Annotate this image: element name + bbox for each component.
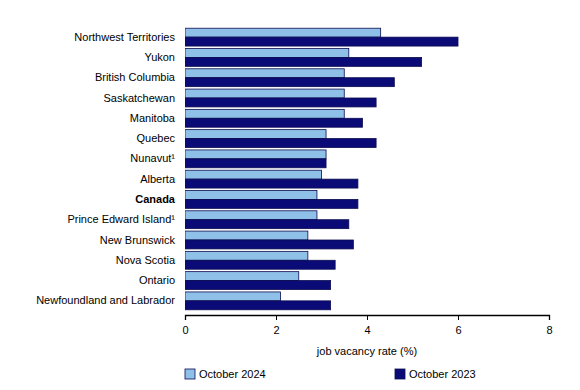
legend-label: October 2024 [199, 368, 266, 380]
tick: Alberta [140, 173, 176, 185]
bar [185, 211, 317, 220]
category-label: New Brunswick [100, 234, 176, 246]
bar [185, 301, 331, 310]
tick-label: 6 [455, 324, 461, 336]
tick-mark [185, 315, 186, 320]
tick: British Columbia [95, 71, 176, 83]
category-label: British Columbia [95, 71, 176, 83]
tick: Quebec [136, 132, 175, 144]
legend-label: October 2023 [409, 368, 476, 380]
plot: 0 2 4 6 8 Northwest Territories Yukon British C… [36, 28, 552, 336]
tick-label: 8 [546, 324, 552, 336]
category-label: Nunavut¹ [130, 152, 175, 164]
category-label: Northwest Territories [74, 31, 175, 43]
tick: Saskatchewan [103, 92, 175, 104]
bar [185, 139, 376, 148]
tick: 8 [546, 315, 552, 336]
bar [185, 251, 308, 260]
category-label: Saskatchewan [103, 92, 175, 104]
axis-line [186, 316, 550, 321]
bar [185, 281, 331, 290]
category-label: Nova Scotia [116, 254, 176, 266]
bar [185, 37, 458, 46]
bar [185, 199, 358, 208]
tick-label: 4 [364, 324, 370, 336]
tick: Manitoba [130, 112, 176, 124]
tick: New Brunswick [100, 234, 176, 246]
bar [185, 272, 299, 281]
tick: 6 [455, 315, 461, 336]
bar [185, 231, 308, 240]
bars [185, 28, 458, 310]
tick: Northwest Territories [74, 31, 175, 43]
category-label: Newfoundland and Labrador [36, 294, 175, 306]
tick-mark [276, 315, 277, 320]
axis-title: job vacancy rate (%) [316, 345, 417, 357]
category-label: Quebec [136, 132, 175, 144]
tick-mark [458, 315, 459, 320]
tick-label: 2 [273, 324, 279, 336]
bar [185, 179, 358, 188]
bar [185, 98, 376, 107]
category-label: Prince Edward Island¹ [67, 213, 175, 225]
bar [185, 260, 335, 269]
tick: Nunavut¹ [130, 152, 175, 164]
bar [185, 240, 353, 249]
legend-swatch [185, 369, 195, 379]
tick: Yukon [144, 51, 175, 63]
bar [185, 69, 344, 78]
bar [185, 78, 394, 87]
category-label: Canada [135, 193, 176, 205]
bar [185, 57, 422, 66]
bar [185, 220, 349, 229]
tick-mark [549, 315, 550, 320]
tick: 4 [364, 315, 370, 336]
chart: 0 2 4 6 8 Northwest Territories Yukon British C… [0, 0, 580, 390]
bar [185, 170, 322, 179]
tick: Nova Scotia [116, 254, 176, 266]
bar [185, 150, 326, 159]
bar [185, 49, 349, 58]
y-axis: Northwest Territories Yukon British Columb… [36, 31, 176, 307]
tick: Newfoundland and Labrador [36, 294, 175, 306]
tick: Ontario [139, 274, 175, 286]
category-label: Manitoba [130, 112, 176, 124]
bar [185, 109, 344, 118]
bar [185, 118, 362, 127]
bar [185, 89, 344, 98]
tick-mark [367, 315, 368, 320]
tick: Canada [135, 193, 176, 205]
bar [185, 159, 326, 168]
bar [185, 130, 326, 139]
legend-swatch [395, 369, 405, 379]
tick-label: 0 [182, 324, 188, 336]
category-label: Ontario [139, 274, 175, 286]
x-axis: 0 2 4 6 8 [182, 315, 552, 336]
tick: Prince Edward Island¹ [67, 213, 175, 225]
bar [185, 28, 381, 37]
tick: 2 [273, 315, 279, 336]
bar [185, 292, 281, 301]
category-label: Alberta [140, 173, 176, 185]
category-label: Yukon [144, 51, 175, 63]
legend: October 2024 October 2023 [185, 368, 476, 380]
tick: 0 [182, 315, 188, 336]
bar [185, 191, 317, 200]
